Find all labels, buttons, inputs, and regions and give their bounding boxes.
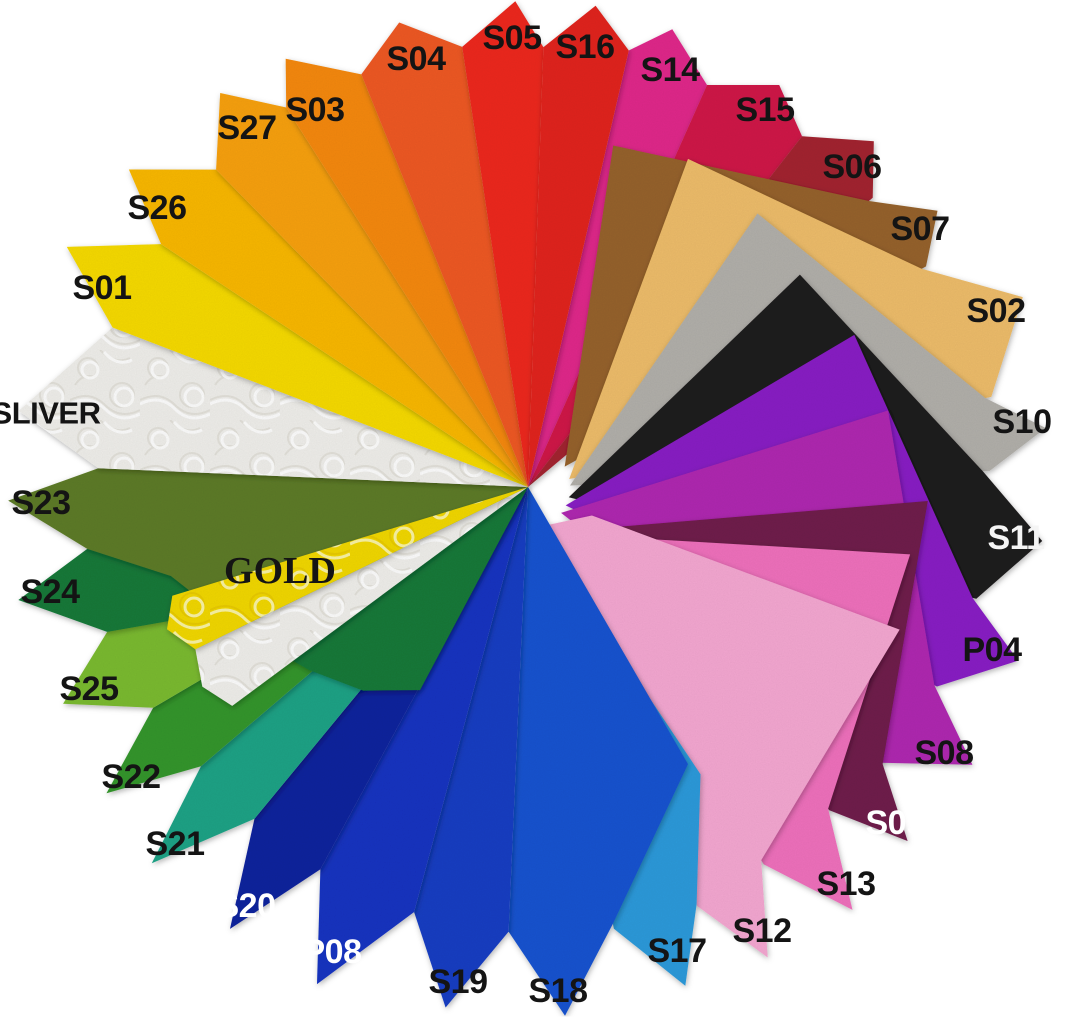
sheet-label-S15: S15 — [736, 91, 795, 129]
sheet-label-S18: S18 — [529, 972, 588, 1010]
sheet-P08 — [317, 487, 528, 985]
sheet-SLIVER-strip — [195, 487, 528, 706]
sheet-S12 — [543, 515, 900, 958]
sheet-label-S19: S19 — [429, 963, 488, 1001]
sheet-label-S24: S24 — [21, 573, 81, 611]
sheet-label-P08: P08 — [303, 933, 362, 971]
sheet-GOLD — [167, 487, 528, 650]
sheet-S27 — [216, 93, 528, 487]
sheet-label-S01: S01 — [73, 269, 132, 307]
sheet-S03 — [285, 58, 528, 488]
sheet-S19 — [414, 487, 528, 1008]
sheet-label-S05: S05 — [483, 19, 542, 57]
sheet-label-S26: S26 — [128, 189, 187, 227]
sheet-label-S22: S22 — [102, 758, 161, 796]
sheet-SLIVER — [18, 327, 528, 487]
sheet-label-SLIVER: SLIVER — [0, 396, 101, 431]
sheet-label-S03: S03 — [286, 91, 345, 129]
sheet-fan-group — [8, 1, 1046, 1016]
sheet-label-S06: S06 — [823, 148, 882, 186]
sheet-label-S12: S12 — [733, 912, 792, 950]
sheet-label-S20: S20 — [217, 887, 276, 925]
sheet-label-S23: S23 — [12, 484, 71, 522]
sheet-S16 — [528, 5, 629, 487]
sheet-label-S04: S04 — [387, 40, 447, 78]
sheet-label-S13: S13 — [817, 865, 876, 903]
sheet-label-S08: S08 — [915, 734, 974, 772]
sheet-label-S10: S10 — [993, 403, 1052, 441]
sheet-S23 — [8, 468, 528, 613]
sheet-label-S17: S17 — [648, 932, 707, 970]
sheet-label-S27: S27 — [218, 109, 277, 147]
sheet-label-S11: S11 — [987, 519, 1044, 557]
sheet-S18 — [508, 487, 688, 1016]
sheet-label-S21: S21 — [146, 825, 205, 863]
sheet-label-S07: S07 — [891, 210, 950, 248]
sheet-S05 — [462, 1, 544, 487]
sheet-label-S25: S25 — [60, 670, 119, 708]
sheet-label-GOLD: GOLD — [224, 550, 336, 592]
sheet-label-S14: S14 — [641, 51, 701, 89]
sheet-label-S16: S16 — [556, 28, 615, 66]
sheet-label-S09: S09 — [866, 804, 925, 842]
sheet-label-P04: P04 — [963, 631, 1023, 669]
sheet-label-S02: S02 — [967, 292, 1026, 330]
sheet-S01 — [66, 244, 529, 487]
sheet-S04 — [361, 22, 528, 487]
sheet-S26 — [128, 169, 528, 487]
